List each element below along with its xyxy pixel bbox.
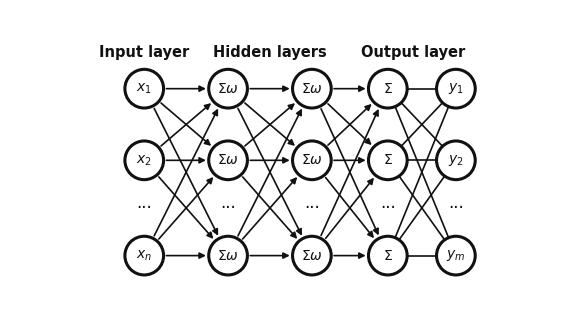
Text: $\Sigma\omega$: $\Sigma\omega$ bbox=[217, 153, 239, 167]
Text: $\Sigma\omega$: $\Sigma\omega$ bbox=[301, 82, 323, 96]
Circle shape bbox=[368, 69, 407, 108]
Circle shape bbox=[436, 236, 475, 275]
Text: $x_1$: $x_1$ bbox=[136, 82, 152, 96]
Circle shape bbox=[125, 69, 164, 108]
Text: $x_n$: $x_n$ bbox=[136, 248, 152, 263]
Text: Hidden layers: Hidden layers bbox=[213, 45, 327, 60]
Circle shape bbox=[293, 141, 331, 180]
Circle shape bbox=[293, 236, 331, 275]
Text: $y_1$: $y_1$ bbox=[448, 81, 464, 96]
Text: $\Sigma$: $\Sigma$ bbox=[383, 82, 393, 96]
Text: $\Sigma\omega$: $\Sigma\omega$ bbox=[217, 82, 239, 96]
Text: ...: ... bbox=[220, 194, 236, 212]
Circle shape bbox=[293, 69, 331, 108]
Circle shape bbox=[209, 141, 247, 180]
Text: $y_2$: $y_2$ bbox=[448, 153, 464, 168]
Text: $x_2$: $x_2$ bbox=[136, 153, 152, 168]
Text: $\Sigma\omega$: $\Sigma\omega$ bbox=[301, 153, 323, 167]
Text: ...: ... bbox=[304, 194, 320, 212]
Text: Output layer: Output layer bbox=[361, 45, 465, 60]
Circle shape bbox=[209, 69, 247, 108]
Text: Input layer: Input layer bbox=[99, 45, 189, 60]
Text: ...: ... bbox=[136, 194, 152, 212]
Circle shape bbox=[436, 69, 475, 108]
Circle shape bbox=[209, 236, 247, 275]
Text: ...: ... bbox=[380, 194, 396, 212]
Text: $\Sigma\omega$: $\Sigma\omega$ bbox=[301, 248, 323, 263]
Circle shape bbox=[125, 236, 164, 275]
Text: $\Sigma\omega$: $\Sigma\omega$ bbox=[217, 248, 239, 263]
Circle shape bbox=[368, 236, 407, 275]
Circle shape bbox=[368, 141, 407, 180]
Text: $\Sigma$: $\Sigma$ bbox=[383, 153, 393, 167]
Text: $y_m$: $y_m$ bbox=[446, 248, 466, 263]
Text: ...: ... bbox=[448, 194, 464, 212]
Circle shape bbox=[125, 141, 164, 180]
Circle shape bbox=[436, 141, 475, 180]
Text: $\Sigma$: $\Sigma$ bbox=[383, 248, 393, 263]
